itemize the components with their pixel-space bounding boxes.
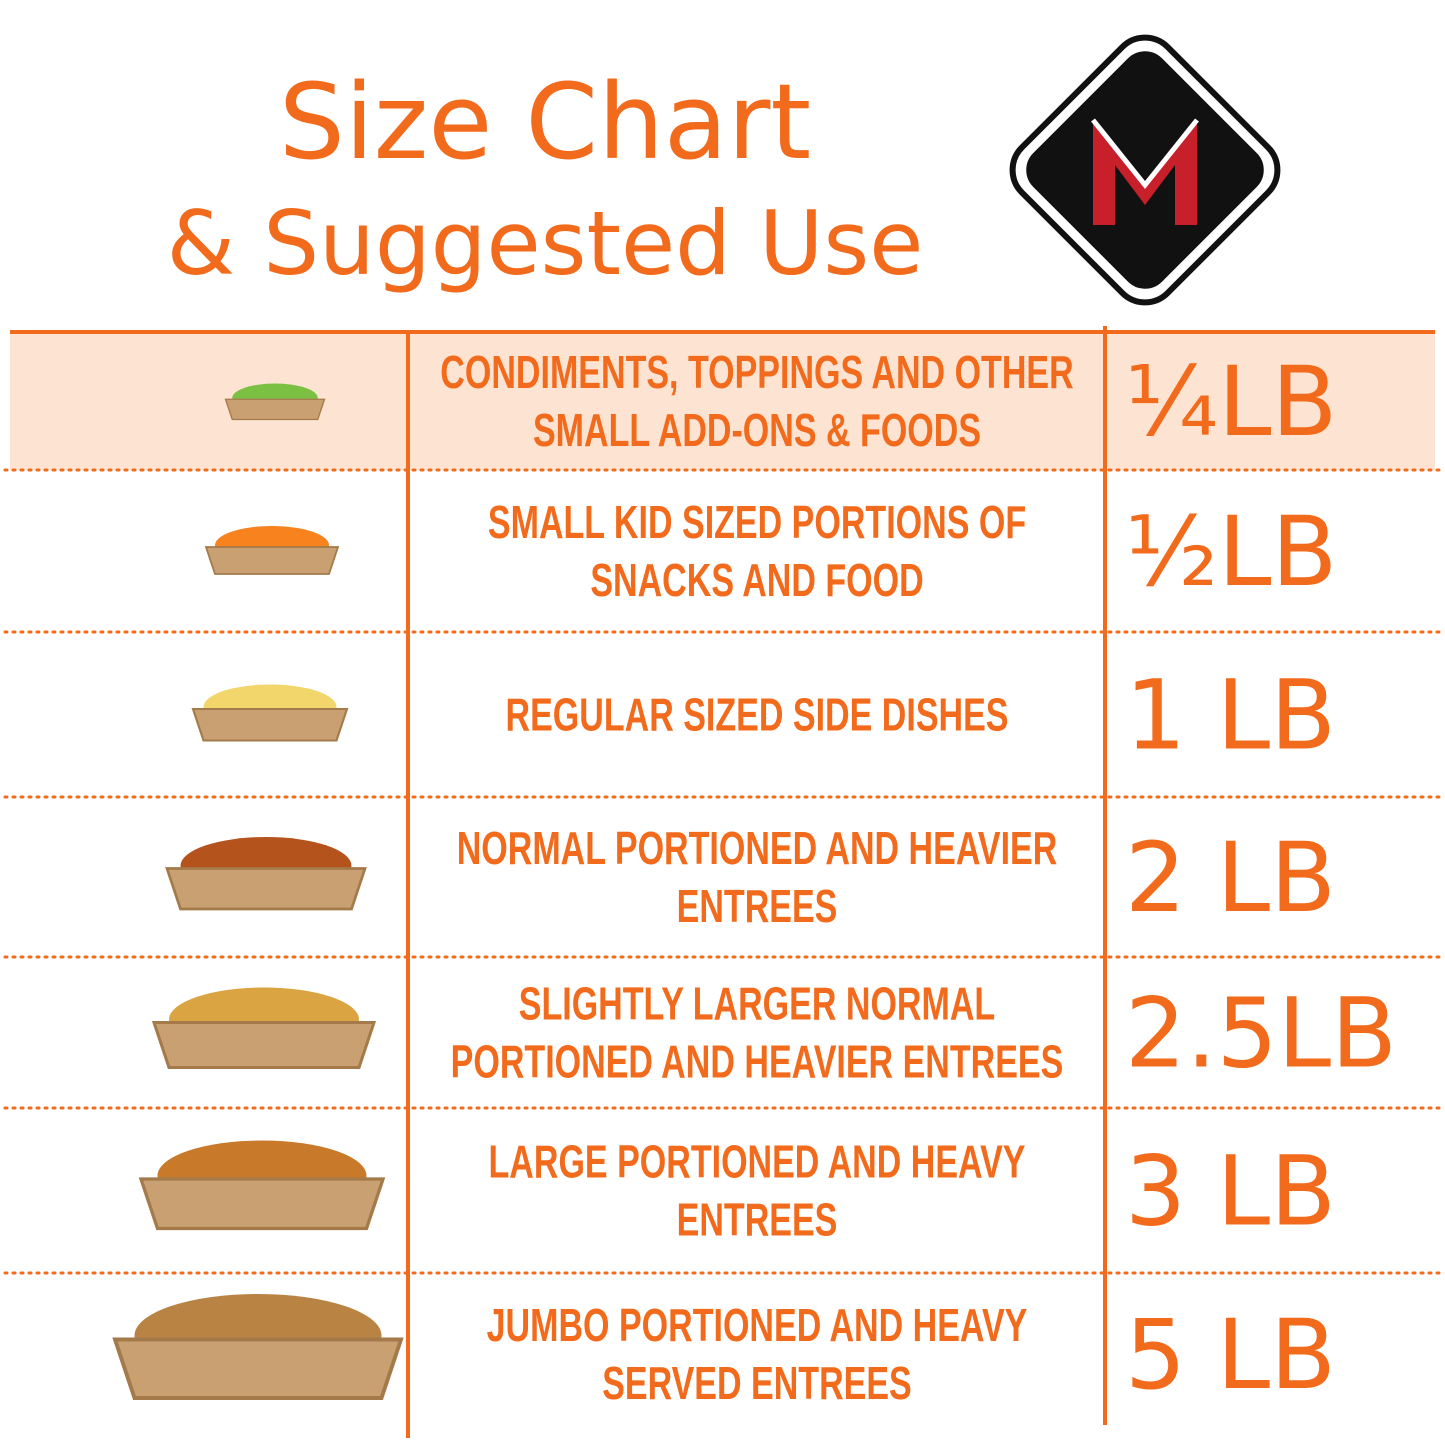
description-line: PORTIONED AND HEAVIER ENTREES	[451, 1035, 1064, 1087]
description-line: SERVED ENTREES	[602, 1357, 912, 1409]
size-label: ½LB	[1125, 496, 1337, 608]
title-line-2: & Suggested Use	[167, 192, 924, 295]
description-line: ENTREES	[677, 880, 838, 932]
table-body: CONDIMENTS, TOPPINGS AND OTHER SMALL ADD-…	[3, 346, 1442, 1411]
description-line: NORMAL PORTIONED AND HEAVIER	[457, 822, 1058, 874]
description-line: JUMBO PORTIONED AND HEAVY	[487, 1299, 1028, 1351]
tray	[151, 1021, 377, 1069]
size-label: 2.5LB	[1125, 978, 1397, 1090]
tray	[191, 707, 349, 742]
description-line: SNACKS AND FOOD	[590, 554, 923, 606]
tray-image	[191, 684, 349, 742]
tray	[204, 546, 340, 575]
tray-image	[224, 383, 326, 421]
size-label: 3 LB	[1125, 1136, 1336, 1248]
description-line: SLIGHTLY LARGER NORMAL	[519, 977, 995, 1029]
size-label: ¼LB	[1125, 346, 1337, 458]
description-line: LARGE PORTIONED AND HEAVY	[489, 1135, 1026, 1187]
description-line: ENTREES	[677, 1193, 838, 1245]
tray-image	[138, 1140, 386, 1231]
size-label: 5 LB	[1125, 1299, 1336, 1411]
tray-image	[204, 526, 340, 575]
tray	[165, 867, 367, 911]
tray	[112, 1337, 404, 1400]
description-line: REGULAR SIZED SIDE DISHES	[506, 688, 1009, 740]
logo	[1009, 34, 1281, 306]
description-line: SMALL ADD-ONS & FOODS	[533, 404, 981, 456]
title-line-1: Size Chart	[279, 61, 811, 183]
tray-image	[151, 987, 377, 1069]
tray-image	[112, 1294, 404, 1400]
tray	[224, 398, 326, 421]
description-line: CONDIMENTS, TOPPINGS AND OTHER	[440, 346, 1073, 398]
size-label: 2 LB	[1125, 822, 1336, 934]
description-line: SMALL KID SIZED PORTIONS OF	[488, 496, 1026, 548]
size-label: 1 LB	[1125, 660, 1336, 772]
tray	[138, 1177, 386, 1231]
tray-image	[165, 837, 367, 911]
